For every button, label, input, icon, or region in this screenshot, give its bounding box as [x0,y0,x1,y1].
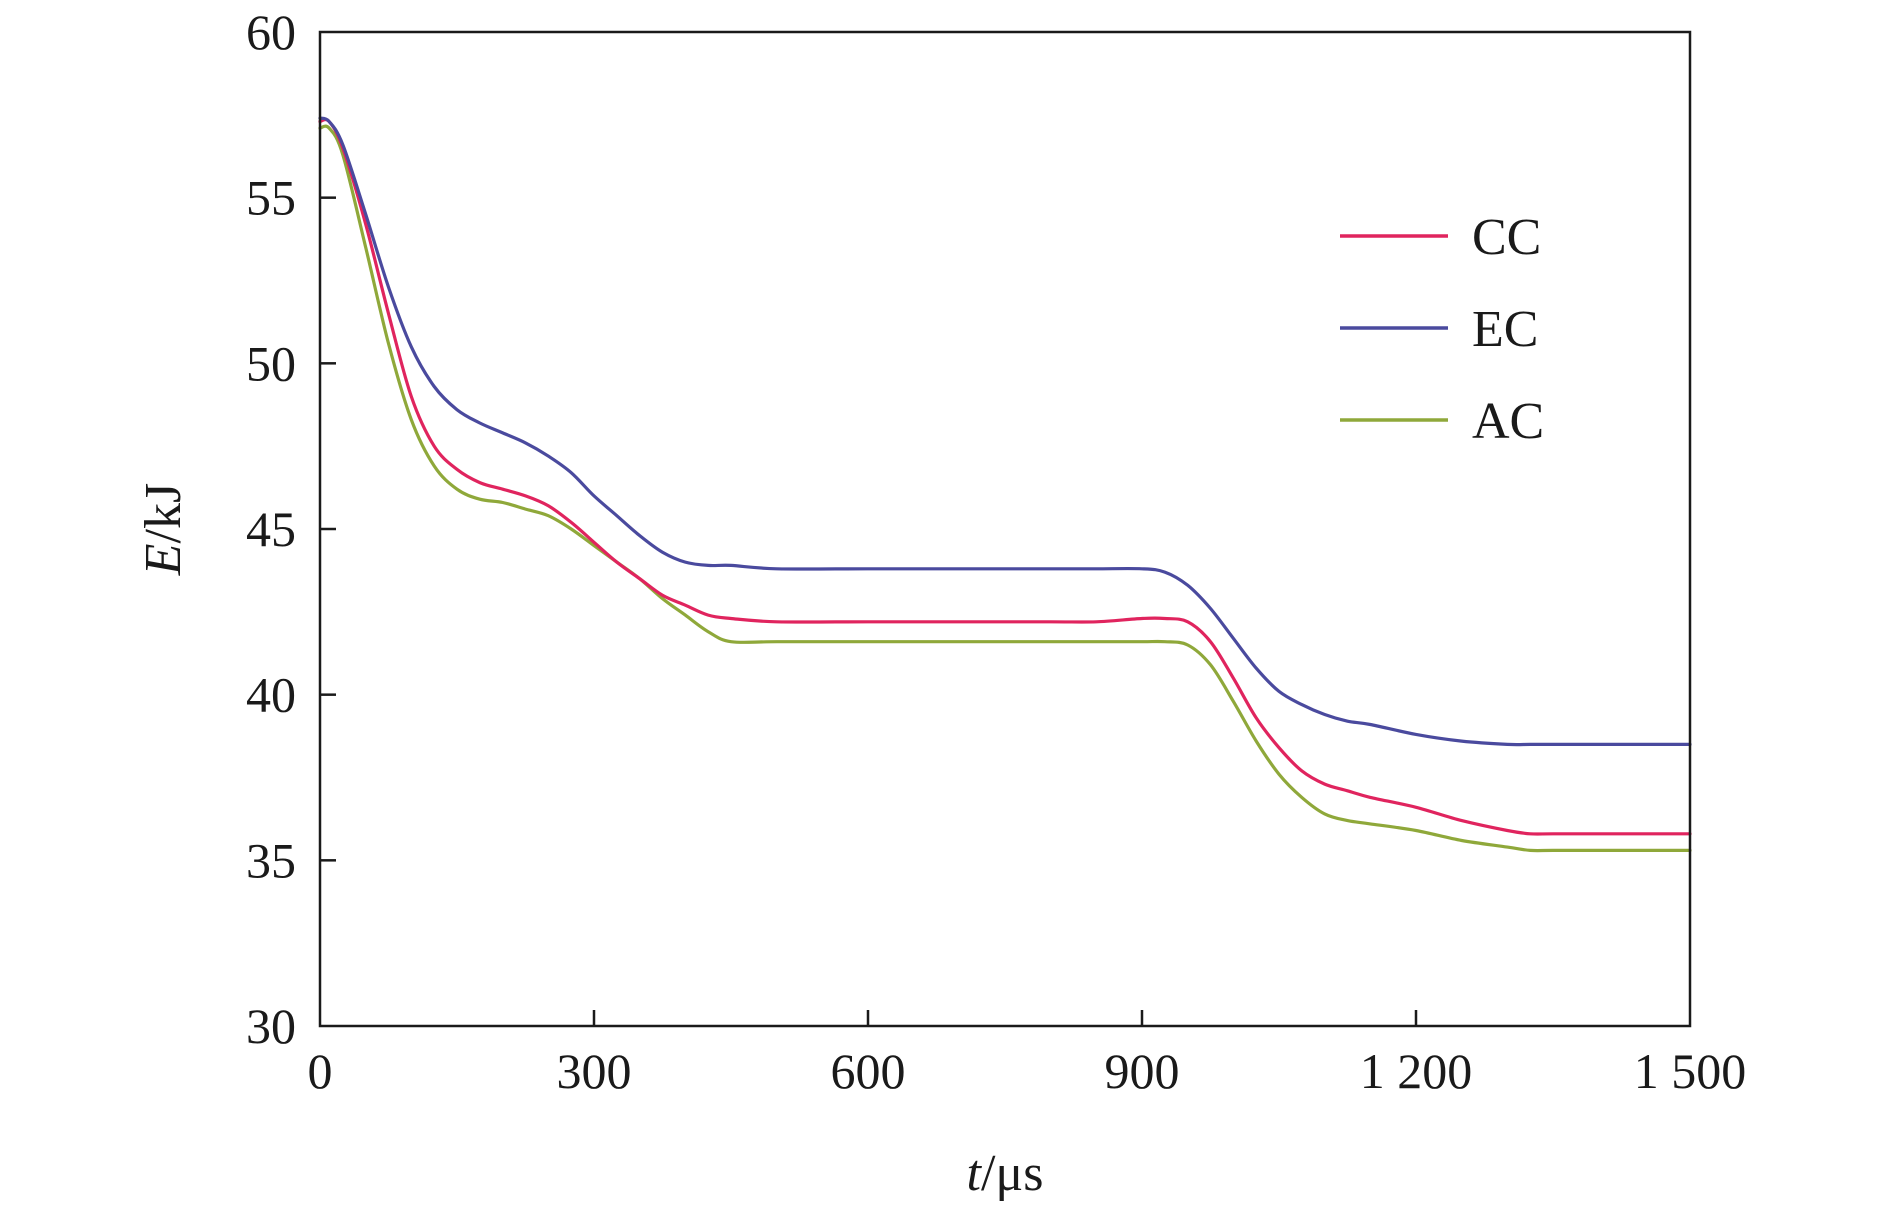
series-layer [318,116,1692,853]
y-tick-label: 45 [246,501,296,557]
series-line-ac [318,124,1692,853]
y-tick-label: 30 [246,998,296,1054]
tick-labels-layer: 0 300 600 900 1 200 1 500 30 35 40 45 50 55 60 [246,4,1746,1099]
series-line-ec [318,116,1692,747]
y-axis-label: E/kJ [135,483,192,576]
y-tick-label: 40 [246,667,296,723]
x-tick-label: 0 [308,1043,333,1099]
x-tick-label: 1 200 [1360,1043,1473,1099]
series-line-cc [318,117,1692,836]
x-tick-label: 600 [831,1043,906,1099]
legend-label-ac: AC [1472,393,1544,450]
y-tick-label: 55 [246,170,296,226]
x-tick-label: 900 [1105,1043,1180,1099]
legend-label-ec: EC [1472,301,1538,358]
y-tick-label: 50 [246,335,296,391]
x-tick-label: 300 [557,1043,632,1099]
y-tick-label: 60 [246,4,296,60]
legend-label-cc: CC [1472,209,1541,266]
x-tick-label: 1 500 [1634,1043,1747,1099]
ticks-layer [320,196,1418,1026]
plot-frame [318,30,1692,1028]
y-tick-label: 35 [246,832,296,888]
legend: CC EC AC [1340,209,1544,450]
x-axis-label: t/μs [966,1145,1043,1202]
